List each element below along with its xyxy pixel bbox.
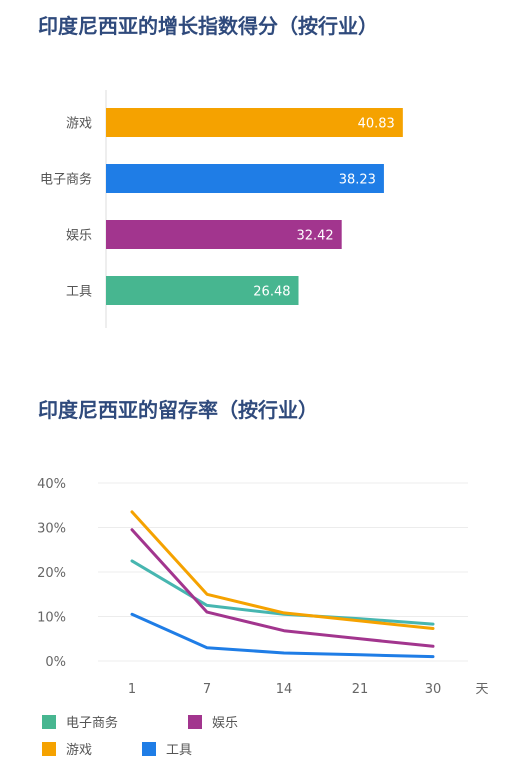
x-tick-label: 21 [352,682,369,697]
series-line [130,510,435,630]
bar-category-label: 娱乐 [66,229,92,244]
bar-value-label: 32.42 [296,229,333,244]
bar-category-label: 电子商务 [40,172,92,188]
bar [106,220,342,249]
legend-swatch [42,741,56,756]
y-tick-label: 10% [37,611,66,626]
legend-item-tools: 工具 [142,739,192,758]
bar [106,108,403,137]
x-unit-label: 天 [475,682,488,697]
legend-item-games: 游戏 [42,739,92,758]
bar [106,164,384,193]
legend-label: 游戏 [66,743,93,758]
legend-label: 工具 [166,743,193,758]
x-tick-label: 1 [128,682,136,697]
y-tick-label: 20% [37,566,66,581]
bar-chart: 游戏 40.83 电子商务 38.23 娱乐 32.42 工具 26.48 [40,90,403,328]
line-chart-title: 印度尼西亚的留存率（按行业） [38,398,318,422]
bar [106,276,299,305]
x-tick-label: 14 [276,682,293,697]
legend-item-ecommerce: 电子商务 [42,712,118,731]
bar-value-label: 38.23 [339,173,376,188]
legend-swatch [188,714,202,729]
y-tick-label: 0% [45,655,66,670]
series-line [130,528,435,648]
bar-chart-title: 印度尼西亚的增长指数得分（按行业） [38,14,378,38]
bar-value-label: 26.48 [253,285,290,300]
legend-label: 电子商务 [66,716,119,731]
bar-category-label: 游戏 [66,117,92,132]
line-chart: 40% 30% 20% 10% 0% 1 7 14 21 30 天 [37,477,488,697]
y-tick-label: 30% [37,522,66,537]
bar-value-label: 40.83 [358,117,395,132]
series-line [130,559,435,626]
x-tick-label: 30 [425,682,442,697]
legend-swatch [142,741,156,756]
legend-label: 娱乐 [212,716,239,731]
x-tick-label: 7 [203,682,211,697]
bar-category-label: 工具 [66,285,92,300]
series-line [130,612,435,659]
legend-item-entertainment: 娱乐 [188,712,238,731]
legend-swatch [42,714,56,729]
y-tick-label: 40% [37,477,66,492]
